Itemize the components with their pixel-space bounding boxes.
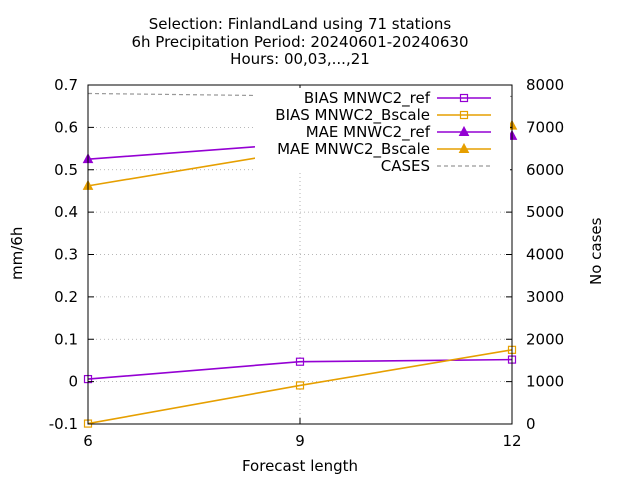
y-tick-label: 0.2: [54, 288, 78, 306]
legend-swatch-marker: [459, 93, 469, 103]
y-tick-label: -0.1: [49, 415, 78, 433]
y-tick-label: 0.1: [54, 330, 78, 348]
y2-tick-label: 3000: [526, 288, 564, 306]
y-tick-label: 0.6: [54, 118, 78, 136]
y2-tick-label: 8000: [526, 76, 564, 94]
y2-tick-label: 2000: [526, 330, 564, 348]
y-tick-label: 0.7: [54, 76, 78, 94]
y-tick-label: 0.4: [54, 203, 78, 221]
series-line-1: [87, 349, 513, 425]
chart-title-line-3: Hours: 00,03,...,21: [230, 50, 370, 68]
legend-label: BIAS MNWC2_Bscale: [275, 106, 430, 125]
series-line-0: [87, 358, 513, 380]
x-tick-label: 6: [83, 432, 93, 450]
y2-tick-label: 5000: [526, 203, 564, 221]
y2-axis-label: No cases: [587, 217, 605, 285]
y2-tick-label: 0: [526, 415, 536, 433]
y2-tick-label: 6000: [526, 161, 564, 179]
legend-swatch-marker: [458, 142, 470, 153]
tick-layer: -0.1 0 0.1 0.2 0.3 0.4 0.5 0.6 0.7 0 1000 2000 3000 4…: [49, 76, 564, 450]
data-point: [295, 357, 305, 366]
legend-label: MAE MNWC2_Bscale: [277, 140, 430, 159]
x-tick-label: 9: [295, 432, 305, 450]
y-axis-label: mm/6h: [8, 226, 26, 280]
legend-swatch-marker: [459, 110, 469, 120]
y2-tick-label: 4000: [526, 246, 564, 264]
legend-label: CASES: [381, 157, 430, 175]
x-axis-label: Forecast length: [241, 457, 359, 475]
y-tick-label: 0.3: [54, 246, 78, 264]
x-tick-label: 12: [502, 432, 521, 450]
y2-tick-label: 1000: [526, 373, 564, 391]
legend-label: BIAS MNWC2_ref: [304, 89, 431, 108]
chart-title-line-2: 6h Precipitation Period: 20240601-202406…: [131, 33, 469, 51]
y-tick-label: 0: [68, 373, 78, 391]
legend-swatch-marker: [458, 125, 470, 136]
y2-tick-label: 7000: [526, 118, 564, 136]
legend-label: MAE MNWC2_ref: [306, 123, 431, 142]
data-point: [295, 381, 305, 390]
chart-title-line-1: Selection: FinlandLand using 71 stations: [148, 15, 452, 33]
y-tick-label: 0.5: [54, 161, 78, 179]
